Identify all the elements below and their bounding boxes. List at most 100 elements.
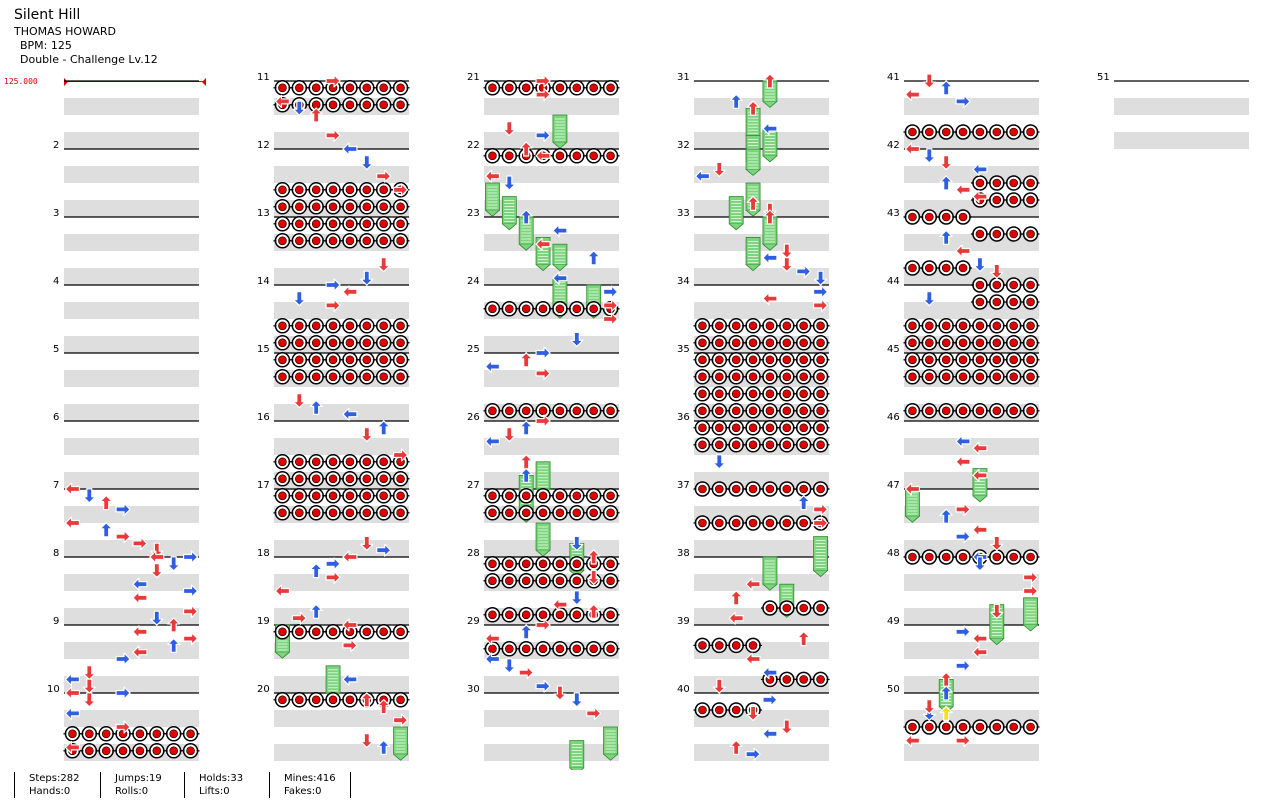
mine-core <box>698 484 707 494</box>
mine-core <box>941 212 951 222</box>
arrow-left-icon <box>484 360 501 374</box>
mine <box>584 403 603 419</box>
mine-core <box>715 338 724 348</box>
beat-stripe <box>274 506 409 523</box>
arrow-right-icon <box>325 557 341 571</box>
mine-core <box>396 321 405 331</box>
arrow-shape <box>746 705 760 722</box>
mine-core <box>698 518 707 528</box>
mine-core <box>1009 297 1018 307</box>
mine <box>727 318 746 334</box>
measure-number: 13 <box>257 208 270 219</box>
mine-core <box>1026 338 1035 348</box>
mine <box>63 726 82 742</box>
mine-core <box>958 263 968 273</box>
arrow-left-icon <box>274 94 291 109</box>
arrow-shape <box>973 556 987 572</box>
arrow-shape <box>376 169 392 183</box>
mine-core <box>396 219 405 229</box>
mine-core <box>992 178 1002 188</box>
arrow-left-icon <box>552 224 568 238</box>
mine <box>987 318 1006 334</box>
mine <box>903 352 922 368</box>
beat-stripe <box>64 98 199 115</box>
mine-core <box>572 610 582 620</box>
mine-core <box>908 263 917 273</box>
measure <box>274 624 409 693</box>
mine <box>374 216 393 232</box>
mine <box>517 301 536 317</box>
mine <box>324 216 343 232</box>
mine-core <box>975 280 985 290</box>
measure <box>274 420 409 489</box>
mine-core <box>975 297 985 307</box>
arrow-left-icon <box>745 577 761 591</box>
mine-core <box>992 372 1002 382</box>
mine-core <box>589 406 598 416</box>
mine-core <box>572 151 582 161</box>
mine-core <box>1009 552 1018 562</box>
arrow-left-icon <box>694 169 711 183</box>
hold-tail <box>762 101 778 108</box>
mine-core <box>345 321 355 331</box>
mine-core <box>925 263 934 273</box>
arrow-shape <box>167 617 181 633</box>
mine <box>693 386 712 402</box>
mine-core <box>295 491 304 501</box>
beat-stripe <box>484 98 619 115</box>
mine <box>391 97 410 113</box>
hold-note <box>745 236 761 272</box>
measure-number: 29 <box>467 616 480 627</box>
mine-core <box>765 484 775 494</box>
arrow-up-icon <box>167 637 181 654</box>
arrow-shape <box>939 508 953 524</box>
mine <box>954 719 973 735</box>
arrow-down-icon <box>712 454 726 470</box>
arrow-shape <box>132 536 148 551</box>
arrow-shape <box>955 94 971 109</box>
arrow-shape <box>182 604 199 619</box>
mine <box>970 403 989 419</box>
mine <box>307 692 326 708</box>
arrow-right-icon <box>325 570 341 585</box>
mine <box>760 335 779 351</box>
mine <box>693 515 712 531</box>
hold-note <box>762 128 778 163</box>
mine <box>517 80 536 96</box>
arrow-shape <box>132 625 148 639</box>
mine <box>550 488 569 504</box>
beat-stripe <box>64 744 199 761</box>
mine <box>760 481 779 497</box>
mine-core <box>328 185 338 195</box>
arrow-up-icon <box>939 705 953 722</box>
arrow-shape <box>535 366 551 380</box>
arrow-down-icon <box>922 148 936 164</box>
mine-core <box>572 491 582 501</box>
arrow-shape <box>377 739 391 756</box>
mine <box>903 719 922 735</box>
mine-core <box>278 695 287 705</box>
arrow-shape <box>587 250 601 266</box>
mine <box>340 216 359 232</box>
mine <box>970 352 989 368</box>
hold-note <box>762 556 778 591</box>
mine <box>374 454 393 470</box>
mine-core <box>925 127 934 137</box>
mine <box>903 335 922 351</box>
mine <box>567 403 586 419</box>
arrow-shape <box>762 292 778 306</box>
mine <box>601 80 620 96</box>
mine <box>920 369 939 385</box>
measure <box>904 352 1039 421</box>
arrow-down-icon <box>553 685 567 701</box>
arrow-shape <box>342 672 358 687</box>
arrow-shape <box>728 611 744 625</box>
measure-number: 36 <box>677 412 690 423</box>
mine-core <box>362 355 372 365</box>
arrow-shape <box>519 624 533 640</box>
beat-stripe <box>274 438 409 455</box>
mine-core <box>748 423 758 433</box>
measure-number: 12 <box>257 140 270 151</box>
hold-tail <box>989 638 1005 646</box>
arrow-up-icon <box>763 209 777 225</box>
